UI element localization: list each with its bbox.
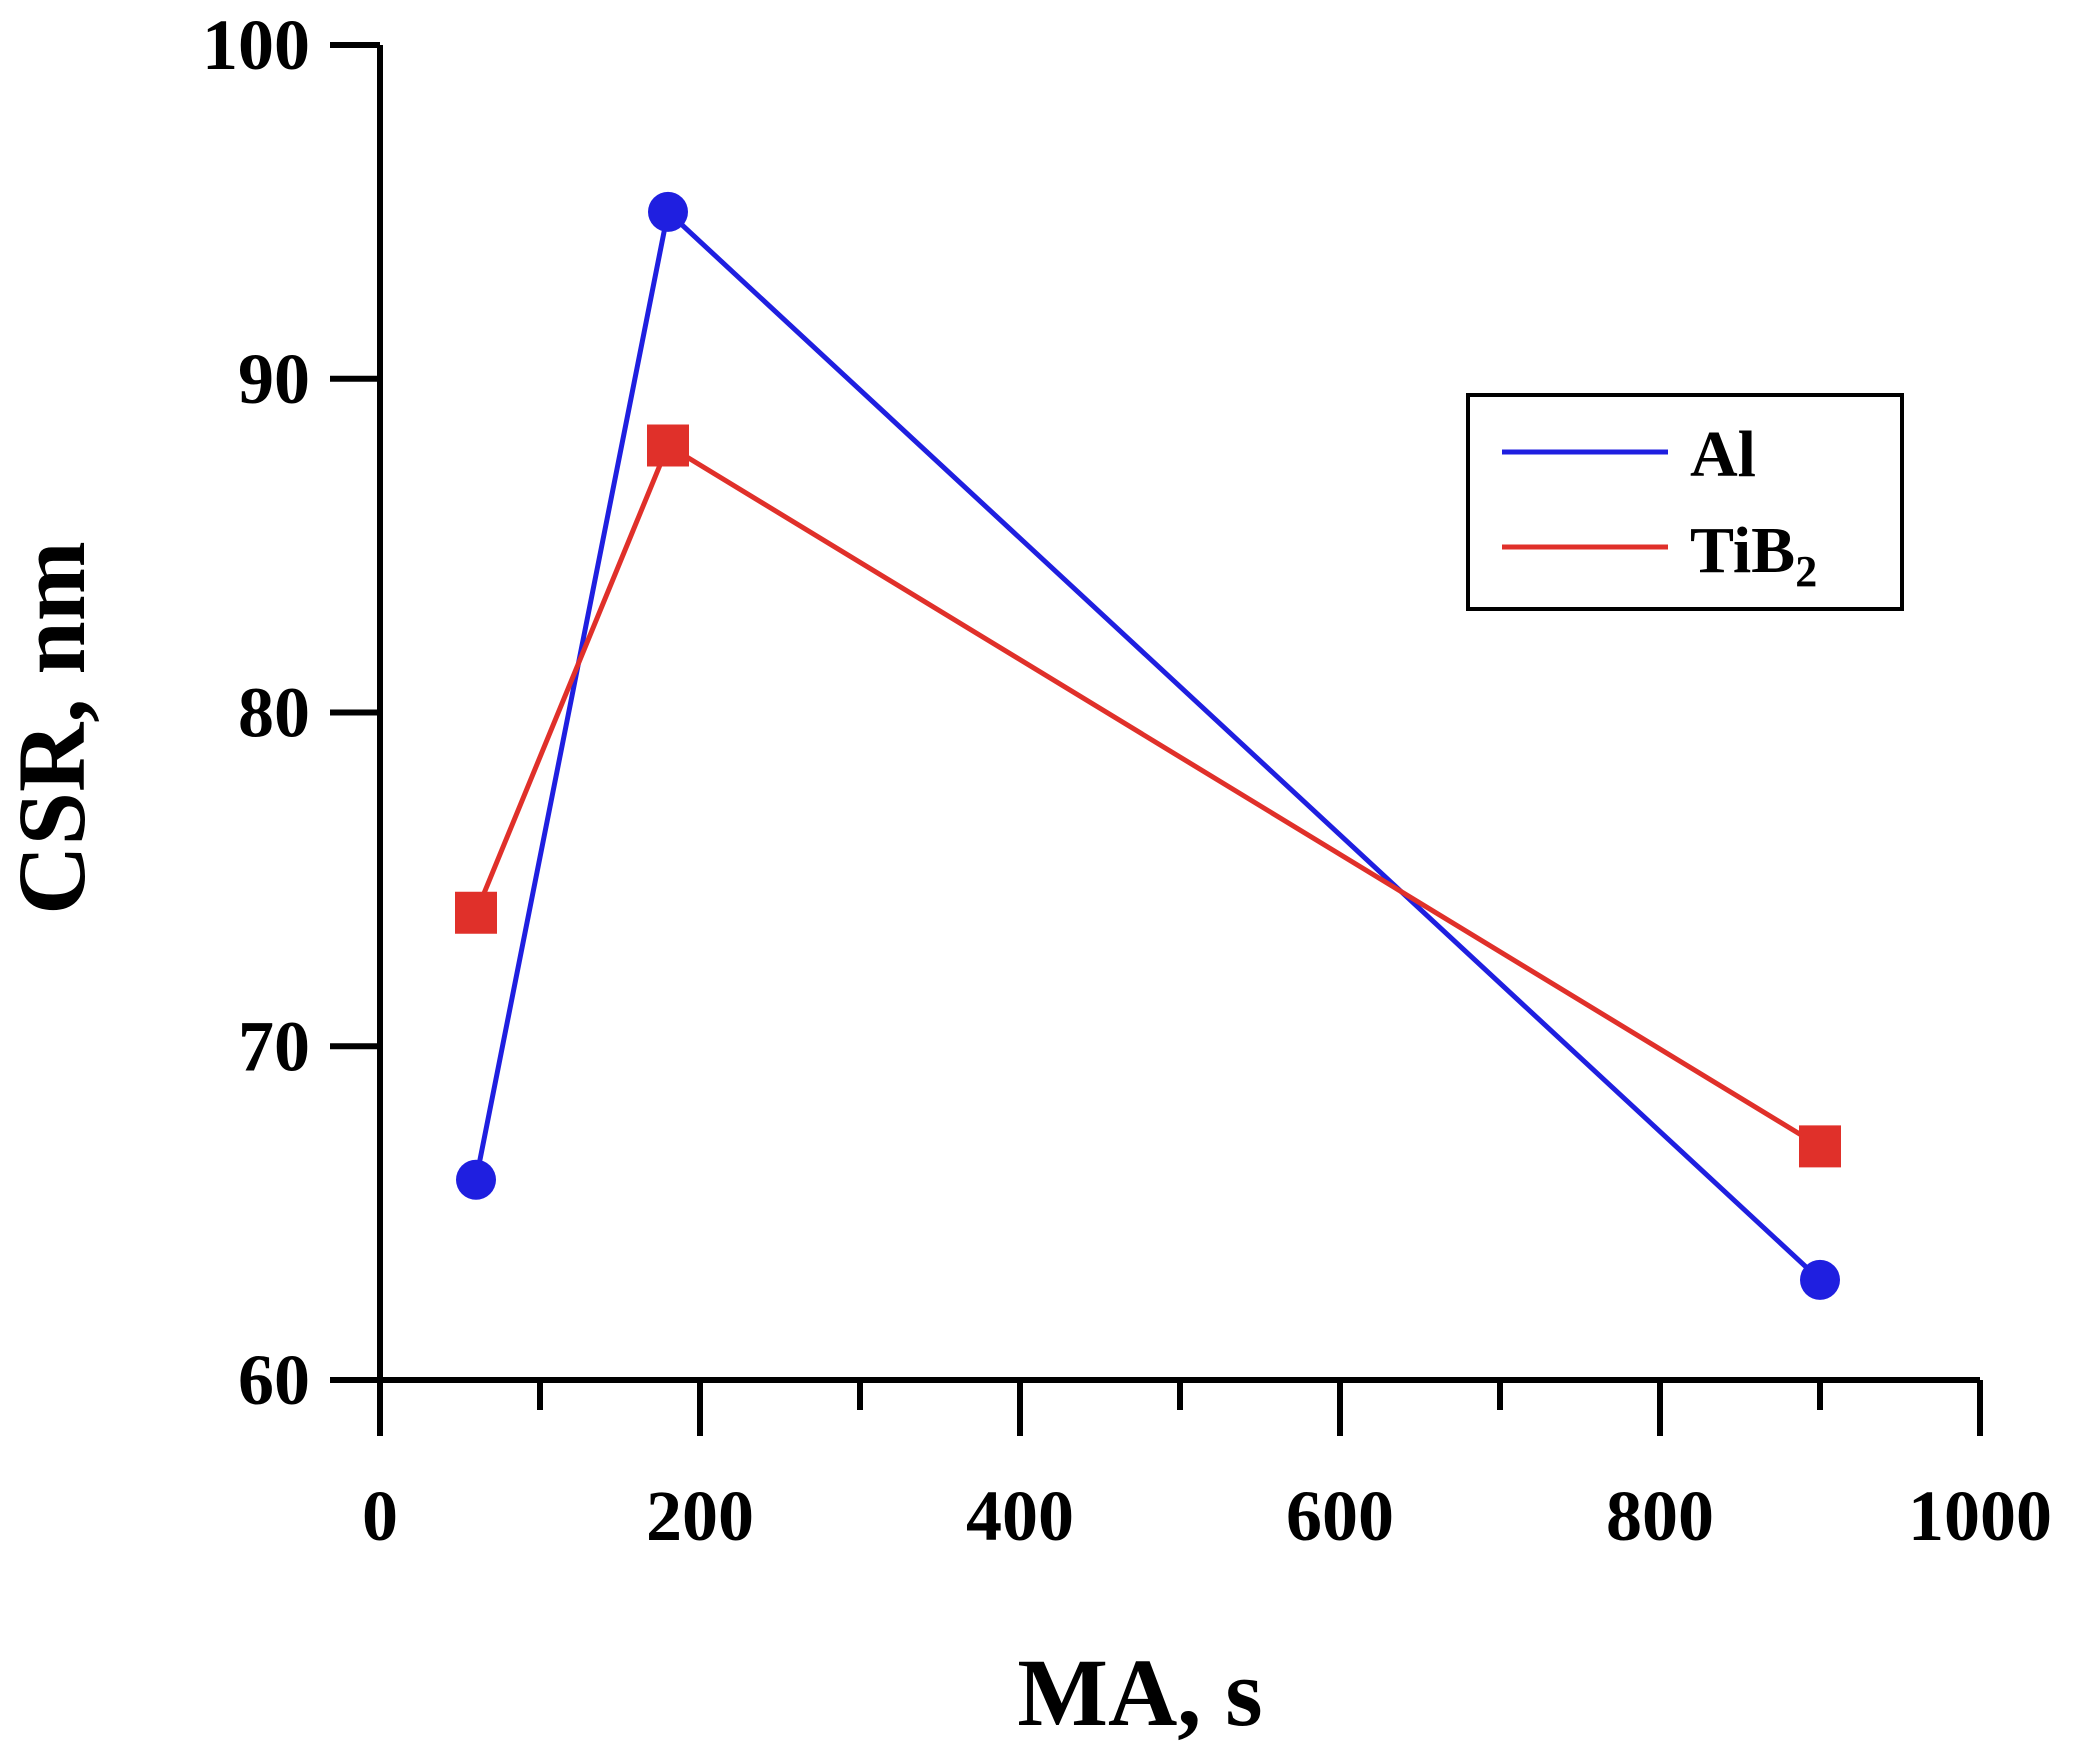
x-tick-label: 800 [1606, 1476, 1714, 1556]
legend-label-tib2-main: TiB [1690, 514, 1795, 587]
data-point-tib2 [455, 891, 497, 934]
data-point-al [456, 1159, 496, 1200]
data-point-tib2 [647, 424, 689, 467]
series-layer [455, 191, 1841, 1300]
y-tick-label: 100 [202, 5, 310, 85]
y-tick-label: 90 [238, 339, 310, 419]
x-tick-label: 0 [362, 1476, 398, 1556]
data-point-tib2 [1799, 1125, 1841, 1168]
y-tick-label: 60 [238, 1340, 310, 1420]
series-line-al [473, 207, 1822, 1282]
x-tick-label: 400 [966, 1476, 1074, 1556]
legend-label-al: Al [1690, 418, 1756, 491]
legend-label-tib2-sub: 2 [1795, 547, 1817, 596]
axes [377, 45, 1980, 1383]
data-point-al [1800, 1259, 1840, 1300]
data-point-al [648, 191, 688, 232]
legend: Al TiB2 [1466, 393, 1904, 611]
tick-marks [330, 42, 1983, 1436]
x-tick-label: 600 [1286, 1476, 1394, 1556]
x-axis-title: MA, s [1017, 1639, 1262, 1746]
x-tick-label: 1000 [1908, 1476, 2052, 1556]
legend-label-tib2: TiB2 [1690, 514, 1817, 596]
legend-box [1466, 393, 1904, 611]
y-tick-label: 70 [238, 1006, 310, 1086]
y-axis-title: CSR, nm [0, 541, 105, 914]
y-tick-label: 80 [238, 673, 310, 753]
x-tick-label: 200 [646, 1476, 754, 1556]
